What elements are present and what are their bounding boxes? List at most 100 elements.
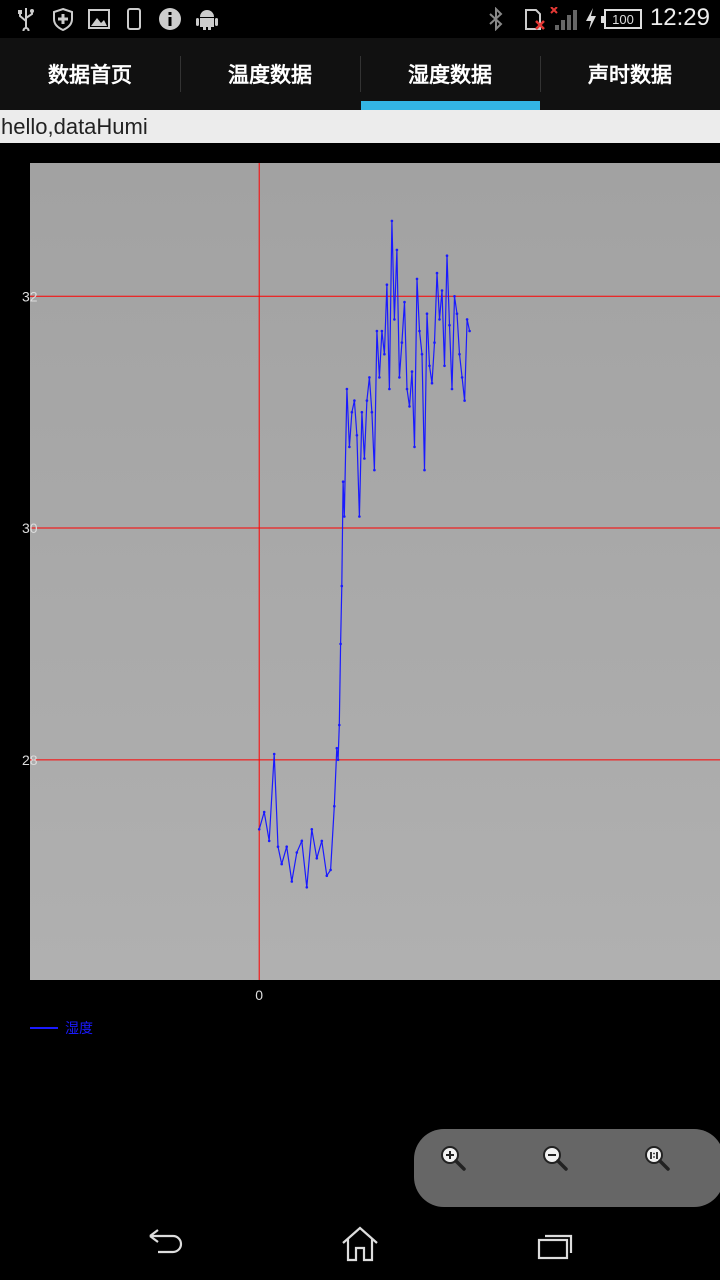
data-point xyxy=(343,515,346,518)
data-point xyxy=(370,410,374,414)
data-point xyxy=(280,862,284,866)
data-point xyxy=(341,480,345,484)
recent-apps-icon[interactable] xyxy=(536,1226,576,1262)
zoom-in-icon[interactable] xyxy=(438,1143,468,1173)
x-tick-label: 0 xyxy=(255,987,263,1003)
data-point xyxy=(443,364,446,368)
data-point xyxy=(310,828,314,831)
data-point xyxy=(285,845,289,848)
data-point xyxy=(423,468,426,472)
y-tick-label: 32 xyxy=(22,288,38,304)
y-tick-label: 28 xyxy=(22,752,38,768)
data-point xyxy=(363,457,366,460)
data-point xyxy=(393,318,396,321)
tab-divider xyxy=(540,56,541,92)
data-point xyxy=(418,329,421,333)
data-point xyxy=(378,376,381,379)
data-point xyxy=(350,410,354,414)
data-point xyxy=(348,445,351,449)
legend-label: 湿度 xyxy=(65,1021,93,1037)
data-point xyxy=(365,399,369,402)
data-point xyxy=(398,376,401,379)
home-icon[interactable] xyxy=(340,1226,380,1262)
data-point xyxy=(438,318,441,321)
status-bar: 100 12:29 xyxy=(0,0,720,38)
shield-plus-icon xyxy=(50,7,76,31)
zoom-reset-icon[interactable] xyxy=(642,1143,672,1173)
info-icon xyxy=(157,7,183,31)
data-point xyxy=(272,752,276,756)
tab-sound[interactable]: 声时数据 xyxy=(588,63,672,87)
data-point xyxy=(390,219,394,223)
data-point xyxy=(295,851,299,854)
data-point xyxy=(455,312,459,315)
data-point xyxy=(460,376,464,379)
back-icon[interactable] xyxy=(146,1226,186,1262)
data-point xyxy=(336,758,340,762)
data-point xyxy=(267,839,271,843)
legend-swatch xyxy=(30,1027,58,1029)
data-point xyxy=(345,387,349,391)
data-point xyxy=(410,370,414,373)
data-point xyxy=(468,329,471,333)
data-point xyxy=(329,868,332,872)
data-point xyxy=(450,387,454,391)
data-point xyxy=(420,352,424,356)
data-point xyxy=(400,341,404,344)
humidity-series-line xyxy=(258,220,471,888)
data-point xyxy=(325,874,329,877)
data-point xyxy=(385,283,389,286)
data-point xyxy=(276,845,280,848)
bluetooth-icon xyxy=(485,7,507,31)
data-point xyxy=(257,828,261,831)
data-point xyxy=(435,271,439,275)
data-point xyxy=(339,642,342,646)
data-point xyxy=(433,341,436,344)
data-point xyxy=(388,387,391,391)
tab-data-home[interactable]: 数据首页 xyxy=(48,63,132,87)
data-point xyxy=(415,277,419,281)
data-point xyxy=(360,410,364,414)
data-point xyxy=(408,405,411,408)
data-point xyxy=(405,387,409,391)
tab-bar: 数据首页 温度数据 湿度数据 声时数据 xyxy=(0,38,720,110)
data-point xyxy=(448,323,451,327)
data-point xyxy=(353,399,356,402)
zoom-controls xyxy=(414,1129,720,1207)
tab-divider xyxy=(180,56,181,92)
plot-area xyxy=(30,163,720,980)
zoom-out-icon[interactable] xyxy=(540,1143,570,1173)
data-point xyxy=(262,810,266,814)
data-point xyxy=(355,434,359,437)
data-point xyxy=(340,584,344,588)
data-point xyxy=(445,254,449,257)
data-point xyxy=(413,445,416,449)
battery-icon: 100 xyxy=(601,9,642,29)
data-point xyxy=(428,364,431,368)
data-point xyxy=(463,399,466,402)
navigation-bar xyxy=(0,1210,720,1280)
charging-icon xyxy=(582,7,600,31)
signal-icon xyxy=(548,7,578,31)
data-point xyxy=(305,886,309,889)
data-point xyxy=(290,880,294,883)
data-point xyxy=(440,289,444,292)
android-icon xyxy=(194,7,220,31)
data-point xyxy=(320,839,324,843)
data-point xyxy=(425,312,429,315)
data-point xyxy=(368,376,371,379)
tab-humidity[interactable]: 湿度数据 xyxy=(408,63,492,87)
data-point xyxy=(373,468,376,472)
usb-icon xyxy=(14,7,38,31)
chart-legend: 湿度 xyxy=(30,1018,93,1038)
data-point xyxy=(338,723,341,727)
status-clock: 12:29 xyxy=(649,4,710,31)
data-point xyxy=(395,248,399,252)
y-tick-label: 30 xyxy=(22,520,38,536)
data-point xyxy=(458,352,461,356)
data-point xyxy=(430,381,434,385)
data-point xyxy=(383,352,386,356)
data-point xyxy=(315,857,319,860)
tab-temperature[interactable]: 温度数据 xyxy=(228,63,312,87)
